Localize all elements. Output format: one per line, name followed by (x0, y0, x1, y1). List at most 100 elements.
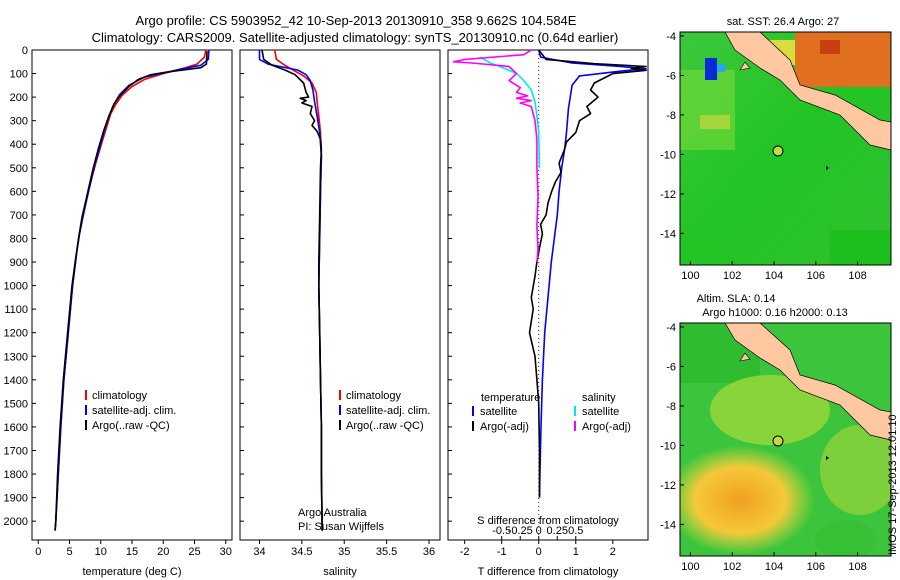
legend-label: climatology (346, 390, 402, 402)
x-axis-label-salinity: salinity (323, 566, 357, 578)
legend-label: satellite-adj. clim. (346, 405, 430, 417)
y-tick-label: 1900 (4, 493, 28, 505)
s-axis-label: S difference from climatology (477, 515, 619, 527)
map-x-tick-label: 104 (765, 270, 783, 282)
x-tick-label-temperature: 15 (126, 546, 138, 558)
y-tick-label: 1400 (4, 375, 28, 387)
x-tick-label-temperature: 10 (95, 546, 107, 558)
x-tick-label-salinity: 35 (338, 546, 350, 558)
sla-argo-marker (772, 435, 784, 447)
legend-label: satellite (582, 406, 619, 418)
legend-label: Argo(-adj) (582, 421, 631, 433)
s-tick-label: 0.25 (547, 525, 568, 537)
sla-map: Altim. SLA: 0.14 Argo h1000: 0.16 h2000:… (660, 293, 892, 573)
legend-label: Argo(-adj) (480, 421, 529, 433)
panel-difference: -2 -1 0 1 2 T difference from climatology -0.5… (447, 49, 649, 578)
s-tick-label: -0.25 (508, 525, 533, 537)
sst-map-title: sat. SST: 26.4 Argo: 27 (727, 16, 840, 28)
y-tick-label: 1300 (4, 351, 28, 363)
series-line-salinity-2 (261, 49, 323, 531)
y-tick-label: 100 (10, 69, 28, 81)
panel-salinity: 34 34.5 35 35.5 36 salinity climatology satelli… (239, 49, 441, 578)
map-y-tick-label: -8 (666, 401, 676, 413)
x-tick-label-difference: 1 (573, 546, 579, 558)
map-y-tick-label: -14 (660, 228, 676, 240)
y-tick-label: 600 (10, 186, 28, 198)
legend-label: satellite (480, 406, 517, 418)
legend-title-salinity: salinity (582, 392, 616, 404)
series-line-salinity-1 (258, 50, 323, 531)
map-x-tick-label: 104 (765, 561, 783, 573)
series-line-difference-3 (452, 49, 539, 263)
panel-frame-difference (447, 49, 649, 541)
y-tick-label: 200 (10, 92, 28, 104)
map-y-tick-label: -14 (660, 519, 676, 531)
series-line-difference-2 (479, 56, 541, 168)
credit-org: Argo Australia (298, 507, 367, 519)
y-tick-label: 2000 (4, 516, 28, 528)
series-line-salinity-0 (273, 49, 323, 531)
y-tick-label: 1600 (4, 422, 28, 434)
y-tick-label: 500 (10, 163, 28, 175)
sst-land-mass (724, 32, 891, 151)
figure-title-line1: Argo profile: CS 5903952_42 10-Sep-2013 … (136, 13, 577, 28)
s-tick-label: -0.5 (492, 525, 511, 537)
y-tick-label: 800 (10, 233, 28, 245)
x-axis-label-temperature: temperature (deg C) (82, 566, 181, 578)
map-y-tick-label: -4 (666, 322, 676, 334)
map-y-tick-label: -6 (666, 70, 676, 82)
x-tick-label-difference: -2 (460, 546, 470, 558)
x-tick-label-temperature: 20 (157, 546, 169, 558)
s-tick-label: 0.5 (568, 525, 583, 537)
series-line-difference-1 (528, 49, 647, 498)
y-tick-label: 700 (10, 210, 28, 222)
y-tick-label: 1500 (4, 398, 28, 410)
x-tick-label-difference: 0 (536, 546, 542, 558)
sst-warm-patch (795, 32, 891, 87)
map-y-tick-label: -8 (666, 110, 676, 122)
map-x-tick-label: 106 (807, 561, 825, 573)
x-tick-label-temperature: 0 (35, 546, 41, 558)
y-tick-label: 400 (10, 139, 28, 151)
series-line-temperature-2 (54, 51, 208, 531)
sla-high-anomaly (680, 445, 815, 555)
sla-land-mass (724, 323, 891, 441)
x-tick-label-difference: 2 (610, 546, 616, 558)
sst-map: sat. SST: 26.4 Argo: 27 100 102 104 106 108 -… (660, 16, 892, 282)
x-tick-label-difference: -1 (497, 546, 507, 558)
sla-map-title: Altim. SLA: 0.14 (697, 293, 776, 305)
x-tick-label-salinity: 35.5 (376, 546, 397, 558)
x-tick-label-salinity: 36 (423, 546, 435, 558)
x-tick-label-temperature: 30 (220, 546, 232, 558)
sla-map-axes: 100 102 104 106 108 -4 -6 -8 -10 -12 -14 (660, 322, 867, 573)
panel-frame-temperature (31, 49, 233, 541)
y-tick-label: 1100 (4, 304, 28, 316)
map-y-tick-label: -6 (666, 361, 676, 373)
y-tick-label: 1000 (4, 281, 28, 293)
series-line-temperature-1 (54, 49, 210, 531)
map-x-tick-label: 106 (807, 270, 825, 282)
y-tick-label: 1700 (4, 445, 28, 457)
legend-label: Argo(..raw -QC) (346, 420, 424, 432)
map-y-tick-label: -10 (660, 149, 676, 161)
map-x-tick-label: 102 (723, 270, 741, 282)
map-x-tick-label: 100 (681, 270, 699, 282)
x-tick-label-salinity: 34.5 (291, 546, 312, 558)
y-tick-label: 0 (22, 45, 28, 57)
x-tick-label-temperature: 25 (188, 546, 200, 558)
map-y-tick-label: -12 (660, 189, 676, 201)
map-y-tick-label: -4 (666, 31, 676, 43)
sst-map-axes: 100 102 104 106 108 -4 -6 -8 -10 -12 -14 (660, 31, 867, 282)
map-x-tick-label: 108 (848, 561, 866, 573)
x-axis-label-difference: T difference from climatology (478, 566, 619, 578)
sst-argo-marker (772, 145, 784, 157)
y-tick-label: 900 (10, 257, 28, 269)
map-y-tick-label: -10 (660, 440, 676, 452)
legend-label: Argo(..raw -QC) (92, 420, 170, 432)
map-y-tick-label: -12 (660, 480, 676, 492)
panel-temperature: 0 5 10 15 20 25 30 temperature (deg C) 0 100 200 30… (4, 45, 233, 578)
series-line-temperature-0 (54, 49, 207, 531)
legend-label: climatology (92, 390, 148, 402)
legend-label: satellite-adj. clim. (92, 405, 176, 417)
